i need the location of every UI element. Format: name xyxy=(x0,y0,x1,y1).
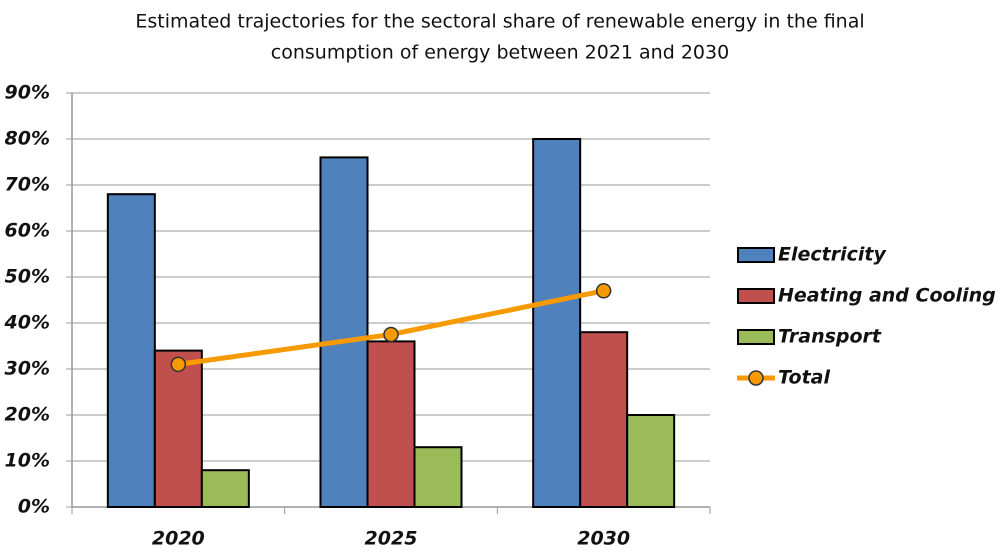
x-tick-label: 2025 xyxy=(365,528,418,550)
legend-swatch xyxy=(748,370,764,386)
y-tick-label: 0% xyxy=(18,496,50,518)
line-marker xyxy=(383,326,399,343)
y-tick-label: 40% xyxy=(4,312,50,334)
bar xyxy=(626,414,676,508)
bar xyxy=(413,446,463,509)
x-tick-label: 2020 xyxy=(152,528,205,550)
y-tick-label: 80% xyxy=(5,128,50,150)
chart-title: consumption of energy between 2021 and 2… xyxy=(271,42,729,64)
legend-label: Transport xyxy=(778,326,882,348)
legend-label: Heating and Cooling xyxy=(778,285,996,307)
legend-label: Total xyxy=(778,367,830,389)
y-tick-label: 50% xyxy=(5,266,50,288)
y-tick-label: 60% xyxy=(5,220,50,242)
bar xyxy=(579,331,629,509)
bar xyxy=(319,156,369,508)
line-marker xyxy=(595,283,612,299)
y-tick-label: 70% xyxy=(5,174,50,196)
line-marker xyxy=(170,356,187,373)
legend-label: Electricity xyxy=(778,244,887,266)
y-tick-label: 20% xyxy=(5,404,50,426)
bar xyxy=(106,193,156,508)
legend-swatch xyxy=(737,288,775,304)
y-tick-label: 30% xyxy=(5,358,50,380)
bar xyxy=(200,469,250,509)
y-tick-label: 90% xyxy=(5,82,50,104)
legend-swatch xyxy=(737,247,775,263)
bar xyxy=(532,138,582,508)
x-tick-label: 2030 xyxy=(577,528,630,550)
chart-title: Estimated trajectories for the sectoral … xyxy=(135,11,864,33)
y-tick-label: 10% xyxy=(5,450,50,472)
legend-swatch xyxy=(737,329,775,345)
bar xyxy=(366,340,416,508)
bar xyxy=(153,349,203,508)
